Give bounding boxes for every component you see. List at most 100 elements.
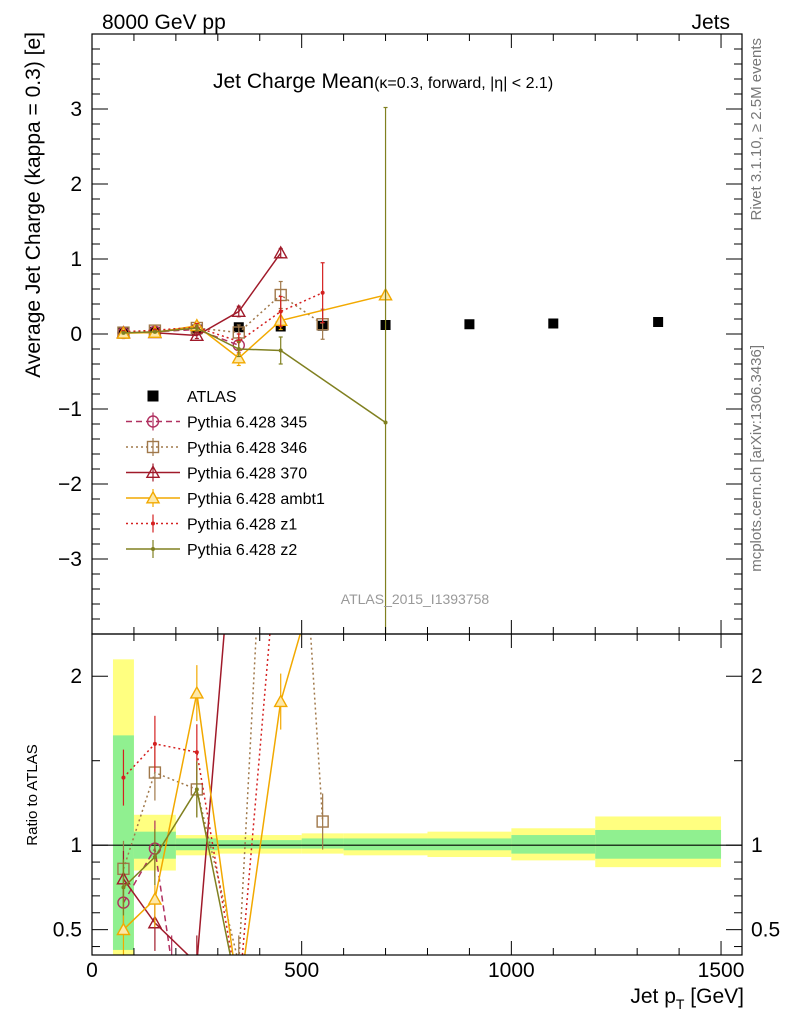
ratio-data: [92, 164, 742, 1002]
ratio-series-3: [116, 634, 301, 1002]
uncertainty-band-stat: [175, 838, 218, 851]
ratio-plot: 0.5 0.5 1 1 2 2 0 500 1000 1500: [53, 164, 780, 1002]
legend-entry: Pythia 6.428 z2: [126, 540, 297, 559]
data-point-marker: [191, 957, 203, 968]
title-main: Jet Charge Mean: [213, 70, 374, 93]
x-tick-label: 500: [284, 959, 319, 982]
data-point-marker: [321, 167, 325, 171]
data-point-marker: [121, 775, 126, 780]
data-point-marker: [145, 465, 161, 479]
data-point-marker: [116, 922, 131, 936]
data-point-marker: [233, 958, 244, 969]
ratio-y-axis-label: Ratio to ATLAS: [24, 744, 41, 845]
legend-label: ATLAS: [187, 389, 237, 406]
side-label-mcplots: mcplots.cern.ch [arXiv:1306.3436]: [748, 345, 765, 572]
legend-label: Pythia 6.428 z1: [187, 517, 297, 534]
main-y-tick-label: −2: [58, 473, 82, 496]
main-plot: −3 −2 −1 0 1 2 3: [58, 33, 743, 635]
main-y-tick-label: 1: [70, 248, 82, 271]
main-data: [116, 106, 664, 634]
ratio-series-line: [122, 787, 232, 955]
legend-entry: Pythia 6.428 370: [126, 463, 307, 483]
main-y-tick-label: −3: [58, 548, 82, 571]
data-point-marker: [237, 995, 241, 999]
data-point-marker: [273, 245, 288, 259]
legend-label: Pythia 6.428 ambt1: [187, 491, 325, 508]
ratio-series-5: [121, 761, 388, 999]
data-point-marker: [147, 390, 159, 402]
data-point-marker: [152, 741, 157, 746]
x-tick-label: 1500: [698, 959, 745, 982]
data-point-marker: [236, 347, 241, 351]
data-point-marker: [121, 330, 126, 335]
data-point-marker: [464, 319, 475, 330]
ratio-y-tick-label: 0.5: [53, 919, 82, 942]
title-sub: (κ=0.3, forward, |η| < 2.1): [374, 75, 553, 92]
data-point-marker: [189, 685, 205, 699]
series-line: [123, 294, 386, 359]
main-y-tick-label: 3: [70, 98, 82, 121]
ratio-y-tick-label-right: 0.5: [751, 919, 780, 942]
data-point-marker: [189, 328, 205, 342]
data-point-marker: [194, 326, 199, 330]
data-point-marker: [146, 440, 160, 454]
data-point-marker: [273, 694, 288, 708]
data-point-marker: [233, 991, 245, 1002]
ratio-series-4: [121, 167, 325, 999]
data-point-marker: [275, 164, 286, 175]
data-point-marker: [194, 787, 199, 792]
data-point-marker: [278, 309, 283, 314]
main-title: Jet Charge Mean(κ=0.3, forward, |η| < 2.…: [213, 70, 553, 93]
legend-entry: Pythia 6.428 346: [126, 438, 307, 457]
data-point-marker: [147, 891, 163, 905]
ratio-series-line: [122, 634, 225, 955]
legend-label: Pythia 6.428 345: [187, 415, 307, 432]
legend: ATLAS Pythia 6.428 345 Pythia 6.428 346 Pyt…: [126, 389, 325, 559]
ratio-y-tick-label: 2: [70, 665, 82, 688]
data-point-marker: [152, 855, 157, 860]
side-label-rivet: Rivet 3.1.10, ≥ 2.5M events: [748, 38, 765, 221]
ratio-series-line: [122, 634, 271, 955]
ratio-y-tick-label: 1: [70, 834, 82, 857]
data-point-marker: [145, 490, 161, 504]
data-point-marker: [279, 995, 283, 999]
x-axis-label: Jet pT [GeV]: [630, 985, 744, 1012]
main-y-tick-label: −1: [58, 398, 82, 421]
x-tick-label: 0: [86, 959, 98, 982]
main-y-tick-label: 2: [70, 173, 82, 196]
series-line: [123, 327, 386, 424]
data-point-marker: [152, 329, 157, 334]
ratio-y-tick-label-right: 1: [751, 834, 763, 857]
data-point-marker: [278, 348, 283, 353]
data-point-marker: [231, 350, 247, 364]
uncertainty-band-stat: [259, 840, 302, 849]
header-left: 8000 GeV pp: [102, 11, 226, 34]
legend-entry: Pythia 6.428 z1: [126, 514, 297, 534]
uncertainty-band-stat: [595, 829, 722, 859]
legend-entry: ATLAS: [147, 389, 237, 406]
ratio-y-tick-label-right: 2: [751, 665, 763, 688]
main-y-axis-label: Average Jet Charge (kappa = 0.3) [e]: [22, 32, 45, 378]
uncertainty-band-stat: [427, 838, 512, 851]
uncertainty-band-stat: [511, 835, 596, 854]
data-point-marker: [151, 547, 155, 551]
data-point-marker: [151, 521, 155, 526]
header-right: Jets: [691, 11, 730, 34]
data-point-marker: [653, 317, 664, 327]
ratio-series-line: [122, 634, 324, 955]
data-point-marker: [384, 995, 388, 999]
series-line: [123, 292, 323, 343]
legend-label: Pythia 6.428 z2: [187, 542, 297, 559]
data-point-marker: [383, 420, 388, 425]
x-tick-label: 1000: [488, 959, 535, 982]
data-point-marker: [320, 290, 325, 295]
legend-label: Pythia 6.428 370: [187, 466, 307, 483]
ratio-frame: [91, 633, 743, 956]
data-point-marker: [316, 815, 329, 828]
legend-label: Pythia 6.428 346: [187, 440, 307, 457]
data-point-marker: [146, 415, 160, 428]
data-point-marker: [231, 304, 247, 318]
data-point-marker: [194, 750, 199, 755]
data-point-marker: [121, 885, 126, 890]
